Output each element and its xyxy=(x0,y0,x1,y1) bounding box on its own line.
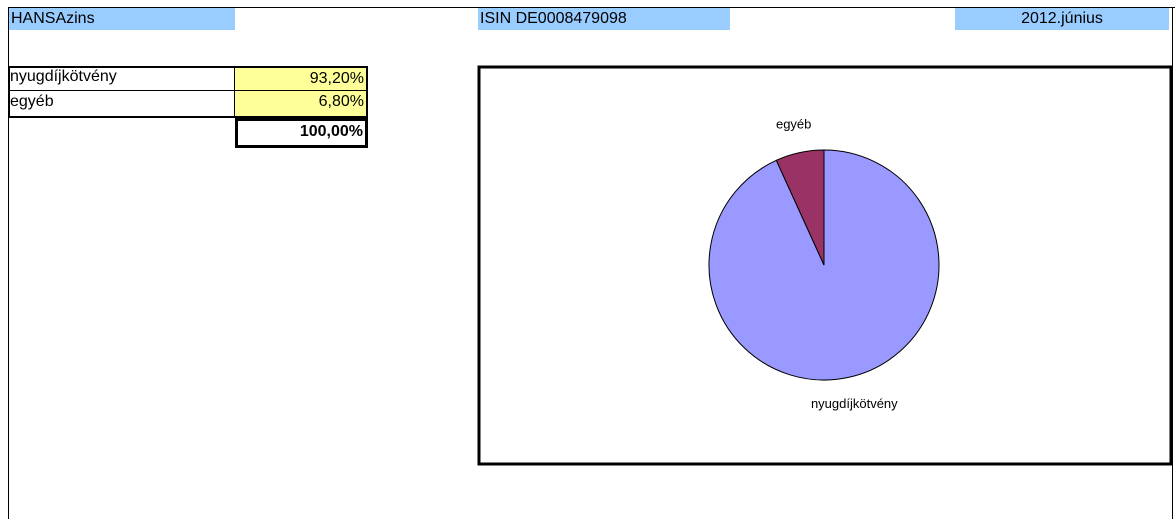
top-border xyxy=(8,7,1175,8)
pie-slice xyxy=(775,149,825,266)
row-value: 6,80% xyxy=(235,91,368,116)
row-label: egyéb xyxy=(8,91,235,118)
left-border xyxy=(8,7,9,519)
isin: ISIN DE0008479098 xyxy=(478,8,730,30)
row-value: 93,20% xyxy=(235,66,368,91)
total: 100,00% xyxy=(235,118,368,148)
row-label: nyugdíjkötvény xyxy=(8,66,235,91)
slice-label: nyugdíjkötvény xyxy=(811,396,898,411)
slice-label: egyéb xyxy=(776,117,811,132)
fund-name: HANSAzins xyxy=(9,8,235,30)
date: 2012.június xyxy=(955,8,1169,30)
